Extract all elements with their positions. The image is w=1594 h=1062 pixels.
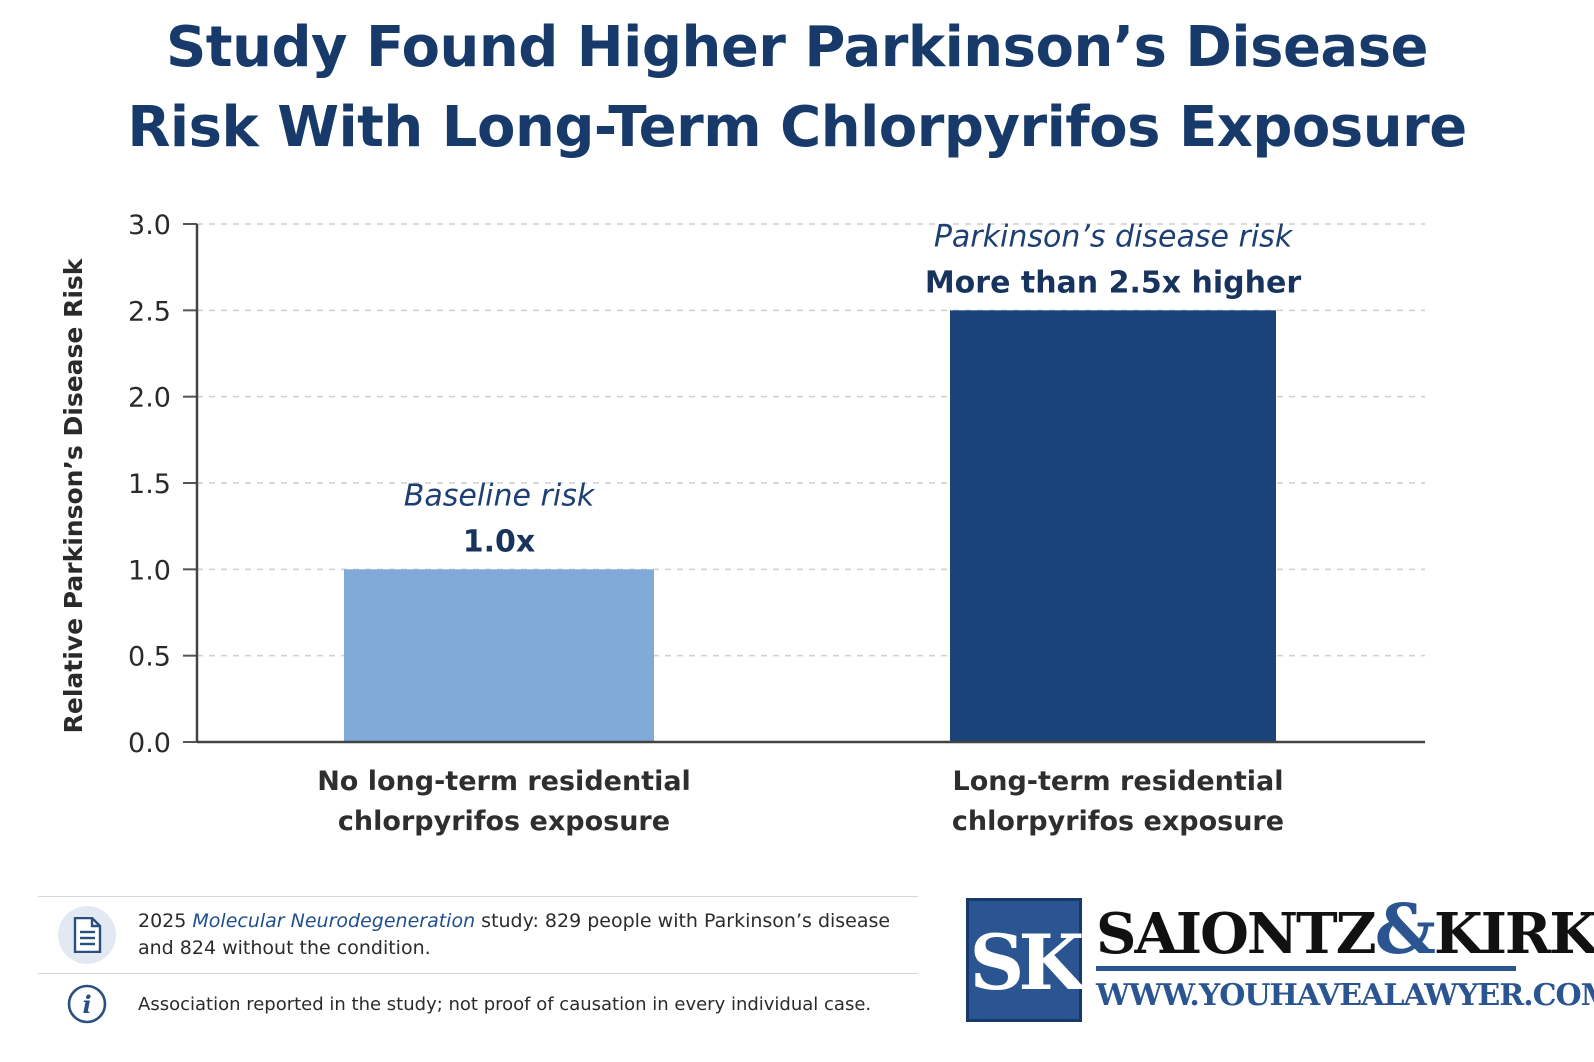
document-icon — [58, 906, 116, 964]
bar-annotations: Baseline risk 1.0x Parkinson’s disease ris… — [404, 219, 1302, 559]
y-tick-label: 1.0 — [128, 555, 171, 586]
firm-url: WWW.YOUHAVEALAWYER.COM — [1096, 978, 1594, 1013]
study-note-row: 2025 Molecular Neurodegeneration study: … — [38, 896, 918, 973]
study-sample-line-2: and 824 without the condition. — [138, 937, 431, 959]
y-tick-label: 2.5 — [128, 296, 171, 327]
y-tick-label: 1.5 — [128, 469, 171, 500]
x-category-label: chlorpyrifos exposure — [952, 806, 1284, 837]
y-tick-label: 0.5 — [128, 642, 171, 673]
study-year: 2025 — [138, 910, 193, 932]
y-tick-label: 2.0 — [128, 383, 171, 414]
logo-rule — [1096, 966, 1516, 971]
study-note-text: 2025 Molecular Neurodegeneration study: … — [138, 908, 890, 962]
y-tick-label: 0.0 — [128, 728, 171, 759]
annotation-label: Parkinson’s disease risk — [934, 219, 1294, 254]
annotation-label: Baseline risk — [404, 478, 596, 513]
x-category-label: chlorpyrifos exposure — [338, 806, 670, 837]
chart-title: Study Found Higher Parkinson’s Disease R… — [0, 8, 1594, 168]
sk-monogram-text: SK — [969, 917, 1085, 1007]
category-labels: No long-term residential chlorpyrifos exp… — [317, 766, 1284, 837]
footer-notes: 2025 Molecular Neurodegeneration study: … — [38, 896, 918, 1034]
annotation-value: 1.0x — [463, 524, 536, 559]
x-category-label: Long-term residential — [952, 766, 1283, 797]
bars — [344, 310, 1276, 742]
firm-name-right: KIRK — [1434, 901, 1594, 967]
chart-title-line-2: Risk With Long-Term Chlorpyrifos Exposur… — [127, 95, 1467, 160]
firm-name-left: SAIONTZ — [1096, 901, 1377, 967]
study-journal: Molecular Neurodegeneration — [192, 910, 476, 932]
y-axis-label: Relative Parkinson’s Disease Risk — [59, 257, 88, 733]
x-category-label: No long-term residential — [317, 766, 691, 797]
annotation-value: More than 2.5x higher — [925, 265, 1302, 300]
axes — [195, 224, 1425, 744]
svg-text:i: i — [82, 990, 91, 1019]
info-icon: i — [66, 983, 108, 1025]
y-tick-label: 3.0 — [128, 210, 171, 241]
bar-2 — [950, 310, 1276, 742]
firm-name: SAIONTZ&KIRK — [1096, 890, 1594, 970]
bar-chart: 0.0 0.5 1.0 1.5 2.0 2.5 3.0 No long-term resid… — [59, 210, 1425, 837]
chart-title-line-1: Study Found Higher Parkinson’s Disease — [165, 15, 1429, 80]
firm-logo: SK SAIONTZ&KIRK WWW.YOUHAVEALAWYER.COM — [966, 890, 1594, 1022]
sk-monogram: SK — [966, 898, 1085, 1022]
study-sample-line-1: study: 829 people with Parkinson’s disea… — [475, 910, 891, 932]
y-tick-labels: 0.0 0.5 1.0 1.5 2.0 2.5 3.0 — [128, 210, 171, 759]
disclaimer-text: Association reported in the study; not p… — [138, 993, 872, 1015]
bar-1 — [344, 569, 654, 742]
firm-ampersand: & — [1374, 890, 1436, 970]
disclaimer-row: i Association reported in the study; not… — [38, 973, 918, 1034]
